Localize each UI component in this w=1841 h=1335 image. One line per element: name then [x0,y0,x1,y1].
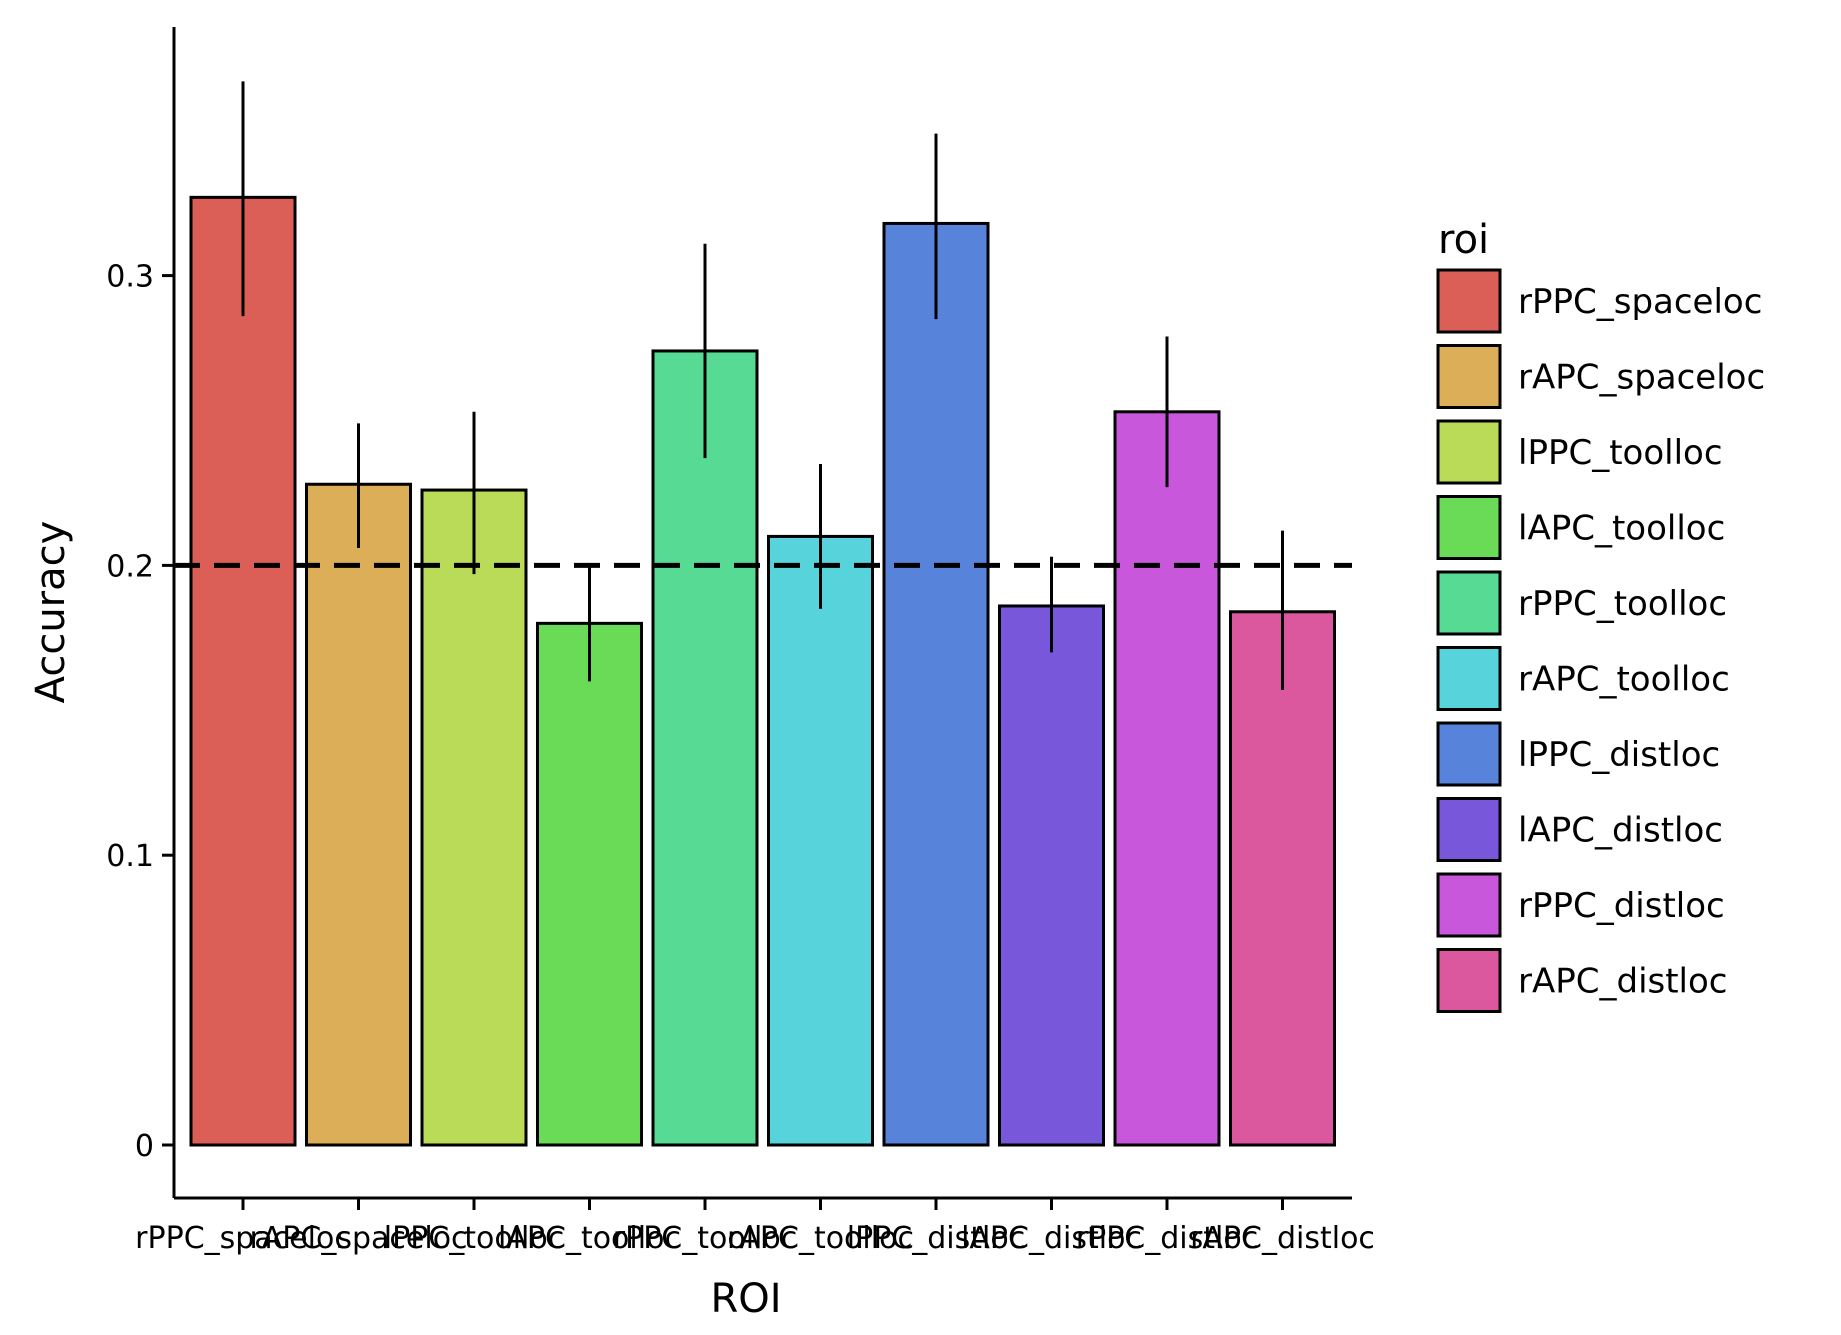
x-tick-label-lPPC_toolloc: lPPC_toolloc [384,1221,564,1256]
bar-rAPC_distloc [1229,610,1336,1147]
bar-rPPC_toolloc [651,349,759,1147]
error-bars-layer [241,81,1284,691]
x-tick-label-rAPC_toolloc: rAPC_toolloc [727,1221,914,1256]
legend-swatch-rAPC_distloc [1436,948,1502,1013]
bar-lAPC_toolloc [536,621,643,1147]
y-tick-label-0.1: 0.1 [106,839,154,874]
x-tick-label-lAPC_toolloc: lAPC_toolloc [498,1221,681,1256]
legend-label-rPPC_distloc: rPPC_distloc [1518,886,1725,926]
legend-swatch-rPPC_distloc [1436,872,1502,938]
x-tick-label-lAPC_distloc: lAPC_distloc [961,1221,1142,1256]
legend-swatch-lAPC_toolloc [1436,495,1502,560]
legend-swatch-rPPC_toolloc [1436,570,1502,636]
legend-label-lPPC_toolloc: lPPC_toolloc [1518,433,1723,473]
x-tick-label-rPPC_spaceloc: rPPC_spaceloc [135,1221,351,1256]
legend-label-rPPC_spaceloc: rPPC_spaceloc [1518,282,1762,322]
bar-lPPC_toolloc [420,488,528,1147]
legend-swatch-rAPC_toolloc [1436,646,1502,711]
bar-lAPC_distloc [998,604,1105,1147]
legend-label-rAPC_distloc: rAPC_distloc [1518,962,1728,1002]
x-tick-label-rPPC_distloc: rPPC_distloc [1076,1221,1258,1256]
legend-swatch-rAPC_spaceloc [1436,344,1502,409]
bar-rPPC_distloc [1113,410,1221,1147]
bar-rAPC_spaceloc [305,482,412,1147]
legend-label-lPPC_distloc: lPPC_distloc [1518,735,1720,775]
legend-swatch-lPPC_distloc [1436,721,1502,787]
legend-label-lAPC_distloc: lAPC_distloc [1518,811,1723,851]
y-axis-title: Accuracy [28,521,74,704]
bars-layer [189,195,1336,1147]
bar-rPPC_spaceloc [189,195,297,1147]
legend-label-rAPC_toolloc: rAPC_toolloc [1518,660,1730,700]
legend-title: roi [1438,217,1489,263]
y-tick-label-0.3: 0.3 [106,260,154,295]
y-tick-label-0.2: 0.2 [106,549,154,584]
y-tick-label-0: 0 [135,1129,154,1164]
x-tick-label-rAPC_distloc: rAPC_distloc [1190,1221,1375,1256]
legend-label-rPPC_toolloc: rPPC_toolloc [1518,584,1727,624]
x-axis-title: ROI [710,1276,781,1322]
x-tick-label-rAPC_spaceloc: rAPC_spaceloc [249,1221,467,1256]
legend-swatch-rPPC_spaceloc [1436,268,1502,334]
bar-lPPC_distloc [882,221,990,1147]
bar-rAPC_toolloc [767,534,874,1147]
y-ticks: 0 0.1 0.2 0.3 [106,260,174,1164]
legend-items: rPPC_spaceloc rAPC_spaceloc lPPC_toolloc lA… [1436,268,1765,1013]
legend: roi rPPC_spaceloc rAPC_spaceloc lPPC_tooll… [1436,217,1765,1013]
x-ticks: rPPC_spacelocrAPC_spaceloclPPC_toolloclA… [135,1198,1375,1256]
legend-swatch-lPPC_toolloc [1436,419,1502,485]
legend-label-lAPC_toolloc: lAPC_toolloc [1518,509,1725,549]
legend-label-rAPC_spaceloc: rAPC_spaceloc [1518,358,1765,398]
x-tick-label-lPPC_distloc: lPPC_distloc [847,1221,1025,1256]
legend-swatch-lAPC_distloc [1436,797,1502,862]
x-tick-label-rPPC_toolloc: rPPC_toolloc [613,1221,797,1256]
